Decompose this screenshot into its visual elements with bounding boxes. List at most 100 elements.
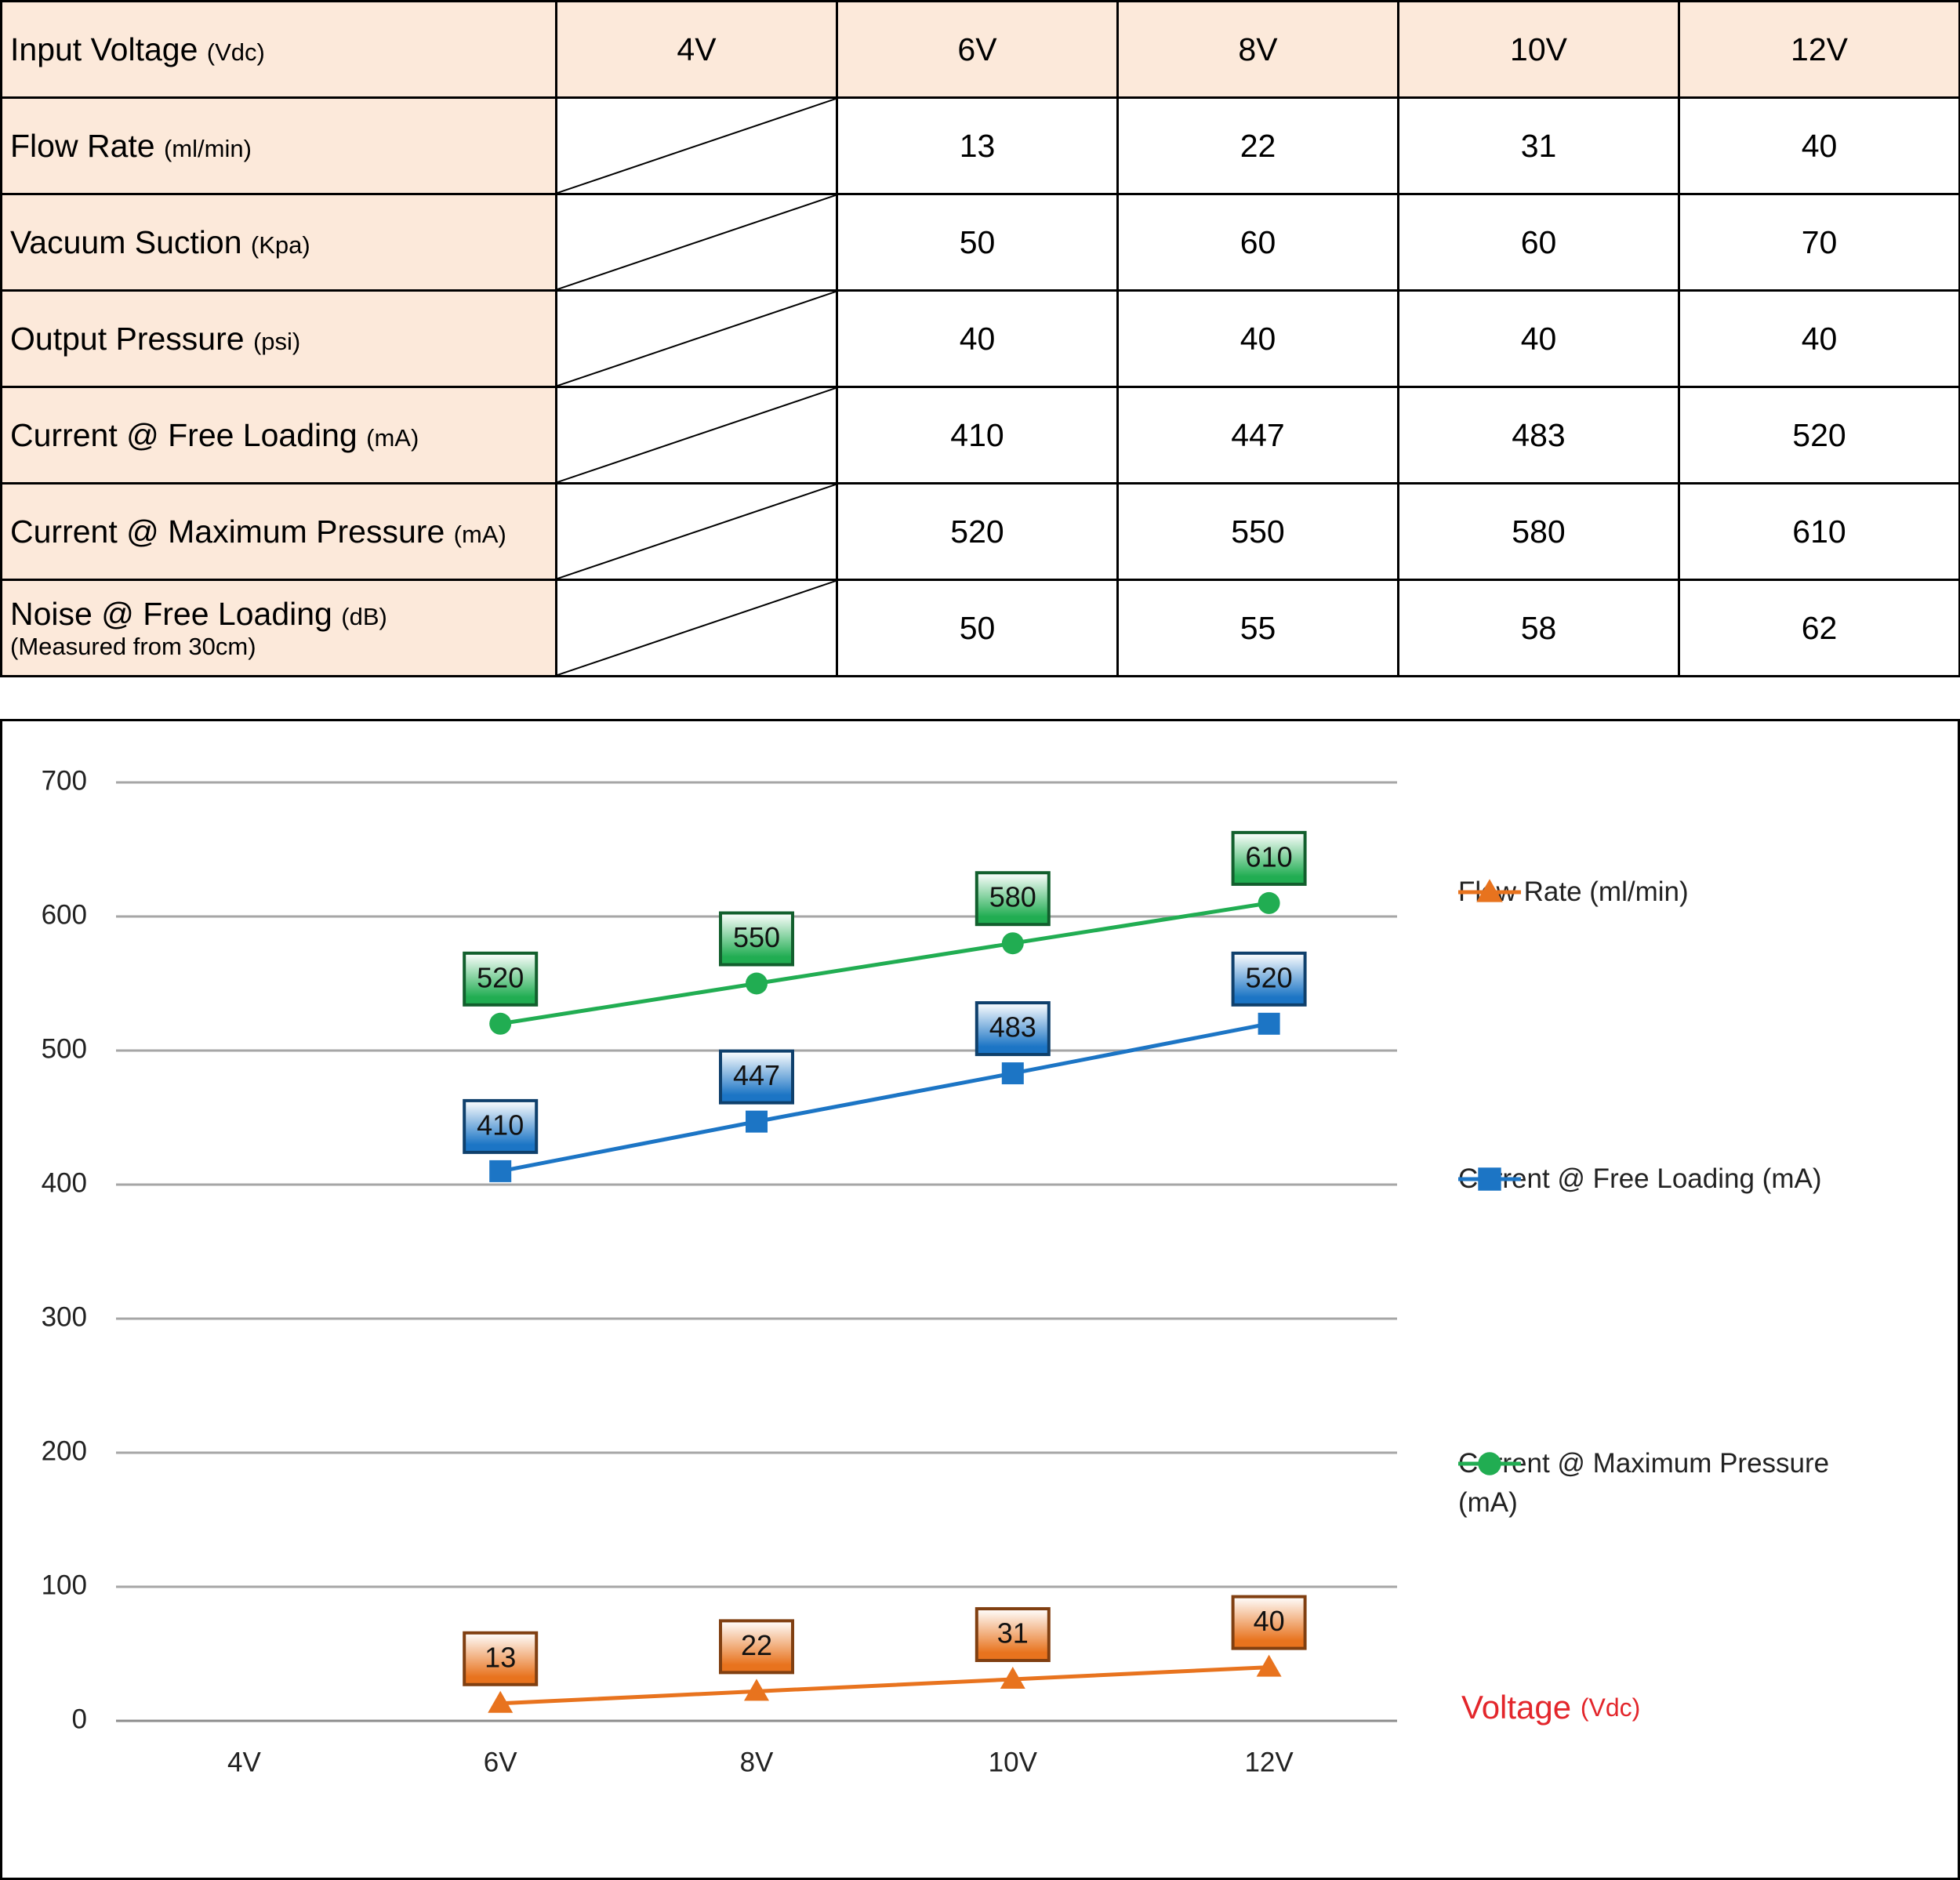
data-label-box: [975, 1606, 1051, 1662]
table-value: 55: [1116, 579, 1399, 677]
row-unit: (ml/min): [163, 134, 252, 162]
row-label: Output Pressure: [10, 320, 245, 357]
empty-cell: [555, 193, 838, 292]
data-label-box: [719, 1049, 794, 1105]
data-label-box: [1231, 1595, 1307, 1650]
x-tick-label: 12V: [1244, 1747, 1294, 1777]
table-value: 22: [1116, 96, 1399, 195]
diagonal-line: [557, 292, 836, 386]
table-value: 31: [1397, 96, 1680, 195]
row-unit: (psi): [252, 327, 301, 355]
series-line: [499, 1022, 1270, 1174]
data-label: 22: [741, 1629, 772, 1661]
table-value: 60: [1397, 193, 1680, 292]
table-value: 40: [836, 289, 1119, 388]
legend-item: Current @ Free Loading (mA): [1458, 1160, 1882, 1199]
diagonal-line: [557, 99, 836, 193]
y-tick-label: 200: [42, 1435, 87, 1466]
table-value: 40: [1678, 96, 1960, 195]
spec-table: Input Voltage (Vdc) 4V 6V 8V 10V 12V Flow Rate…: [0, 0, 1960, 677]
marker: [744, 1679, 769, 1701]
y-tick-label: 600: [42, 899, 87, 930]
table-value: 50: [836, 579, 1119, 677]
table-value: 447: [1116, 386, 1399, 485]
data-label: 550: [733, 921, 780, 953]
table-value: 520: [836, 482, 1119, 581]
column-header: 10V: [1397, 0, 1680, 99]
table-value: 550: [1116, 482, 1399, 581]
table-value: 70: [1678, 193, 1960, 292]
x-tick-label: 10V: [989, 1747, 1038, 1777]
data-label: 610: [1246, 840, 1293, 873]
x-axis-title-unit: (Vdc): [1581, 1693, 1640, 1722]
y-tick-label: 400: [42, 1167, 87, 1198]
table-row: Current @ Maximum Pressure (mA) 520 550 580…: [0, 482, 1960, 581]
y-tick-label: 100: [42, 1570, 87, 1600]
table-row: Flow Rate (ml/min) 13 22 31 40: [0, 96, 1960, 195]
data-label-box: [463, 1098, 539, 1154]
diagonal-line: [557, 581, 836, 675]
marker: [1258, 891, 1280, 914]
y-tick-label: 700: [42, 765, 87, 796]
table-row: Vacuum Suction (Kpa) 50 60 60 70: [0, 193, 1960, 292]
data-label-box: [719, 911, 794, 967]
table-value: 62: [1678, 579, 1960, 677]
y-tick-label: 0: [72, 1704, 87, 1734]
data-label-box: [975, 1001, 1051, 1057]
column-header: 8V: [1116, 0, 1399, 99]
row-label-cell: Vacuum Suction (Kpa): [0, 193, 557, 292]
marker: [1478, 1452, 1501, 1475]
x-axis-title-text: Voltage: [1461, 1689, 1571, 1726]
diagonal-line: [557, 485, 836, 579]
header-label-cell: Input Voltage (Vdc): [0, 0, 557, 99]
legend-key: [1458, 879, 1521, 902]
row-unit: (mA): [366, 423, 419, 452]
row-unit: (Vdc): [206, 38, 265, 66]
data-label: 483: [989, 1011, 1036, 1043]
diagonal-line: [557, 388, 836, 482]
legend-item: Flow Rate (ml/min): [1458, 873, 1882, 912]
table-value: 58: [1397, 579, 1680, 677]
marker: [1001, 1062, 1024, 1085]
diagonal-line: [557, 195, 836, 289]
legend-key: [1458, 1167, 1521, 1191]
row-unit: (mA): [453, 520, 506, 548]
data-label: 410: [477, 1109, 524, 1141]
data-label: 13: [485, 1641, 516, 1673]
empty-cell: [555, 96, 838, 195]
chart-box: 0 100 200 300 400 500 600 700 4V 6V 8V 10V 12V Voltag…: [0, 719, 1960, 1880]
marker: [489, 1012, 512, 1035]
x-axis-title: Voltage (Vdc): [1461, 1689, 1640, 1726]
marker: [489, 1160, 512, 1182]
row-label: Vacuum Suction: [10, 223, 242, 260]
marker: [1001, 932, 1024, 955]
x-tick-label: 8V: [740, 1747, 774, 1777]
table-value: 60: [1116, 193, 1399, 292]
data-label: 447: [733, 1059, 780, 1091]
table-value: 410: [836, 386, 1119, 485]
data-label-box: [719, 1619, 794, 1675]
table-value: 610: [1678, 482, 1960, 581]
table-value: 40: [1116, 289, 1399, 388]
data-label: 520: [1246, 961, 1293, 993]
marker: [1000, 1666, 1025, 1689]
diagonal: [557, 388, 836, 482]
empty-cell: [555, 482, 838, 581]
marker: [1258, 1012, 1280, 1035]
x-tick-label: 4V: [227, 1747, 261, 1777]
data-label-box: [1231, 951, 1307, 1007]
row-label: Current @ Free Loading: [10, 416, 358, 453]
column-header: 12V: [1678, 0, 1960, 99]
table-value: 13: [836, 96, 1119, 195]
row-label-cell: Output Pressure (psi): [0, 289, 557, 388]
y-tick-label: 300: [42, 1301, 87, 1332]
data-label-box: [463, 1631, 539, 1686]
diagonal: [557, 292, 836, 386]
row-label-cell: Flow Rate (ml/min): [0, 96, 557, 195]
row-label-cell: Current @ Maximum Pressure (mA): [0, 482, 557, 581]
row-unit: (dB): [341, 602, 387, 630]
marker: [488, 1690, 514, 1713]
empty-cell: [555, 386, 838, 485]
row-label-cell: Noise @ Free Loading (dB) (Measured from …: [0, 579, 557, 677]
